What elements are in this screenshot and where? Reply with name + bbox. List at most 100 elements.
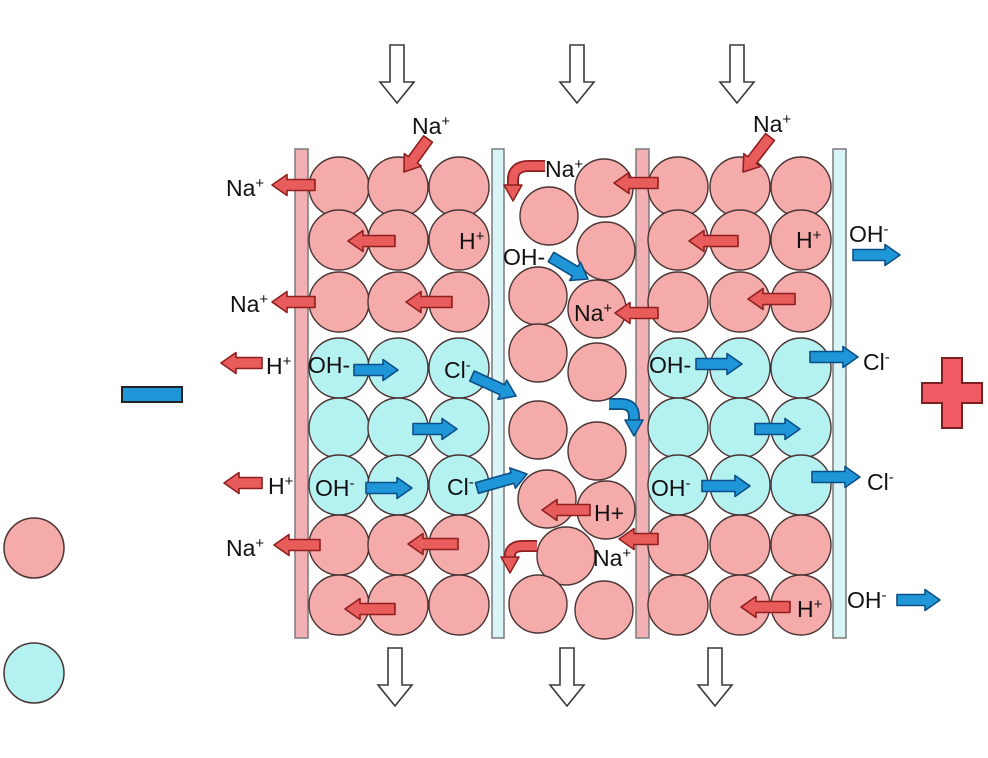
- anion-ion-arrow: [412, 417, 458, 441]
- ion-label-sup: -: [350, 475, 355, 492]
- anion-ion-arrow: [701, 474, 751, 498]
- ion-label-sup: -: [686, 475, 691, 492]
- blue-rebound-arrowhead: [624, 419, 644, 437]
- cation-ion-arrow: [541, 498, 591, 522]
- cation-bead: [647, 271, 709, 333]
- cation-bead: [508, 266, 568, 326]
- ion-label-text: Na: [545, 156, 575, 182]
- ion-label-sup: -: [885, 349, 890, 366]
- ion-label-sup: +: [259, 291, 268, 308]
- ion-label-sup: -: [889, 469, 894, 486]
- flow-in-arrow-2: [558, 44, 596, 105]
- cation-bead: [567, 342, 627, 402]
- ion-label-sup: +: [814, 596, 823, 613]
- cation-bead: [508, 323, 568, 383]
- ion-label: Cl-: [863, 349, 890, 375]
- ion-label: OH-: [849, 221, 889, 247]
- ion-label-sup: -: [882, 587, 887, 604]
- anion-membrane-2: [832, 148, 847, 639]
- anion-ion-arrow: [365, 476, 413, 500]
- flow-out-arrow-2: [548, 647, 586, 708]
- ion-label-text: H: [797, 596, 814, 622]
- ion-label: H+: [594, 500, 624, 526]
- ion-label-text: Cl: [447, 474, 469, 500]
- ion-label: Cl-: [444, 357, 471, 383]
- anion-ion-arrow: [809, 345, 859, 369]
- flow-out-arrow-3: [696, 647, 734, 708]
- ion-label: Na+: [412, 113, 450, 139]
- ion-label: Na+: [226, 535, 264, 561]
- ion-label: OH-: [847, 587, 887, 613]
- ion-label-sup: +: [441, 113, 450, 130]
- ion-label: H+: [459, 228, 485, 254]
- ion-label-sup: +: [283, 353, 292, 370]
- ion-label-sup: +: [603, 300, 612, 317]
- cation-bead: [647, 574, 709, 636]
- blue-rebound-arrow: [609, 399, 639, 421]
- cation-ion-arrow: [344, 597, 396, 621]
- cation-ion-arrow: [407, 532, 459, 556]
- ion-label: OH-: [308, 352, 350, 378]
- ion-label-text: H: [796, 227, 813, 253]
- legend-anion-bead: [3, 642, 65, 704]
- cation-bead: [508, 400, 568, 460]
- ion-label-text: OH: [847, 587, 882, 613]
- ion-label-text: OH-: [503, 244, 545, 270]
- red-rebound-arrowhead: [500, 556, 520, 574]
- ion-label-text: OH: [651, 475, 686, 501]
- ion-label-text: OH: [849, 221, 884, 247]
- ion-label-text: OH-: [308, 352, 350, 378]
- cation-bead: [567, 421, 627, 481]
- legend-cation-bead: [3, 517, 65, 579]
- ion-label-sup: +: [782, 111, 791, 128]
- cation-ion-arrow: [614, 301, 659, 325]
- ion-label-text: Na: [226, 535, 256, 561]
- flow-out-arrow-1: [376, 647, 414, 708]
- cation-bead: [536, 526, 596, 586]
- cation-ion-arrow: [271, 290, 316, 314]
- ion-label-sup: -: [884, 221, 889, 238]
- ion-label: Na+: [753, 111, 791, 137]
- cation-bead: [770, 156, 832, 218]
- cation-ion-arrow: [403, 135, 434, 173]
- cation-ion-arrow: [740, 595, 791, 619]
- cation-ion-arrow: [220, 351, 263, 375]
- cation-ion-arrow: [742, 132, 776, 173]
- red-rebound-arrow: [508, 161, 545, 186]
- anion-ion-arrow: [547, 251, 589, 282]
- ion-label-text: Cl: [444, 357, 466, 383]
- cation-bead: [709, 514, 771, 576]
- anion-ion-arrow: [896, 588, 941, 612]
- cation-bead: [508, 574, 568, 634]
- ion-label-text: Na: [226, 175, 256, 201]
- cation-ion-arrow: [618, 527, 659, 551]
- ion-label: Na+: [230, 291, 268, 317]
- ion-label-sup: +: [285, 473, 294, 490]
- ion-label-text: Cl: [863, 349, 885, 375]
- ion-label-sup: +: [622, 545, 631, 562]
- cation-bead: [308, 156, 370, 218]
- cation-ion-arrow: [747, 287, 796, 311]
- flow-in-arrow-3: [718, 44, 756, 105]
- cation-bead: [428, 156, 490, 218]
- ion-label: OH-: [315, 475, 355, 501]
- anion-ion-arrow: [695, 352, 743, 376]
- ion-label-text: H: [459, 228, 476, 254]
- anion-ion-arrow: [353, 358, 399, 382]
- ion-label: Cl-: [867, 469, 894, 495]
- cation-bead: [519, 186, 579, 246]
- ion-label-text: Na: [230, 291, 260, 317]
- ion-label-text: Na: [412, 113, 442, 139]
- ion-label-text: H: [268, 473, 285, 499]
- negative-electrode: [121, 386, 183, 403]
- ion-label: H+: [796, 227, 822, 253]
- anion-ion-arrow: [474, 467, 528, 495]
- anion-bead: [647, 397, 709, 459]
- ion-label: Cl-: [447, 474, 474, 500]
- ion-label-text: H: [266, 353, 283, 379]
- anion-ion-arrow: [811, 465, 861, 489]
- ion-label: H+: [266, 353, 292, 379]
- ion-label-text: Na: [753, 111, 783, 137]
- cation-membrane-1: [294, 148, 309, 639]
- ion-label: Na+: [593, 545, 631, 571]
